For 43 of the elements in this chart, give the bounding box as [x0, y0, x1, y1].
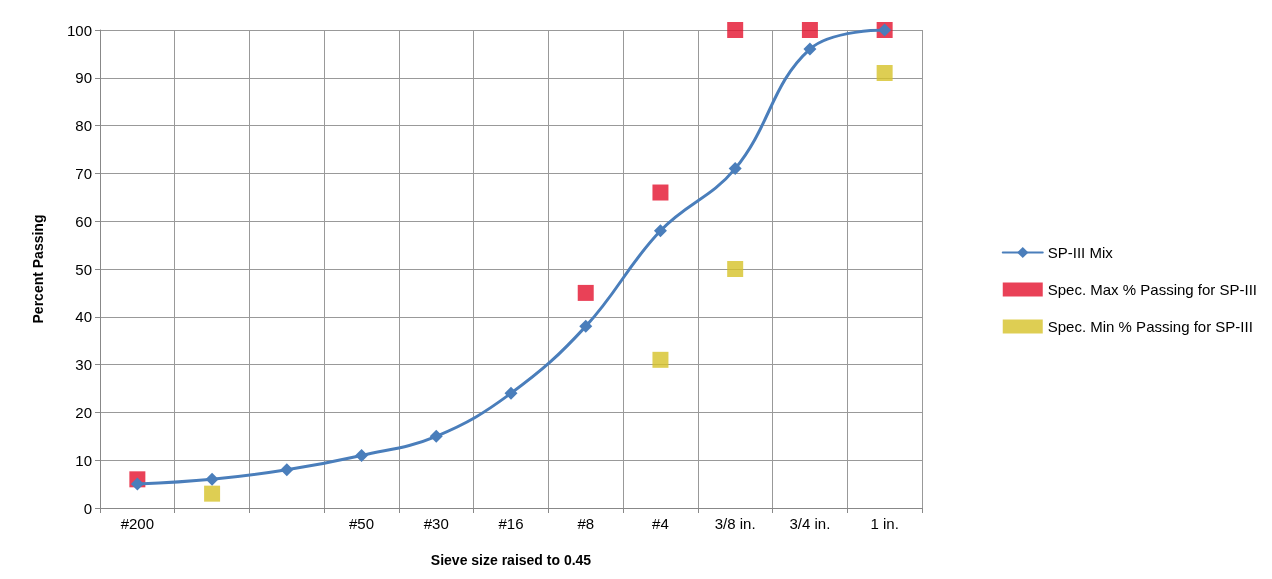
y-tick-label: 40 [75, 308, 92, 326]
y-tick-label: 0 [83, 499, 92, 517]
point [728, 162, 742, 176]
y-tick-label: 10 [75, 451, 92, 469]
legend-label: SP-III Mix [1047, 244, 1114, 261]
point [803, 42, 817, 56]
point [653, 224, 667, 238]
point [504, 386, 518, 400]
point [204, 485, 221, 502]
x-tick-label: #4 [652, 515, 669, 532]
x-tick-label: 1 in. [870, 515, 899, 532]
point [429, 429, 443, 443]
point [280, 463, 294, 477]
point [355, 448, 369, 462]
y-tick-label: 70 [75, 164, 92, 182]
y-tick-label: 60 [75, 212, 92, 230]
x-tick-label: #16 [498, 515, 524, 532]
x-tick-label: 3/4 in. [789, 515, 831, 532]
y-tick-label: 90 [75, 69, 92, 87]
point [727, 22, 744, 38]
y-tick-label: 100 [66, 21, 92, 39]
point [579, 319, 593, 333]
y-tick-label: 30 [75, 356, 92, 374]
legend-label: Spec. Max % Passing for SP-III [1047, 281, 1257, 298]
point [876, 65, 893, 82]
x-tick-label: #50 [349, 515, 375, 532]
point [727, 261, 744, 277]
x-tick-label: #30 [423, 515, 449, 532]
y-tick-label: 20 [75, 403, 92, 421]
x-tick-label: #8 [577, 515, 595, 532]
x-axis-title: Sieve size raised to 0.45 [430, 552, 592, 568]
y-tick-label: 80 [75, 117, 92, 135]
point [577, 284, 594, 301]
y-tick-label: 50 [75, 260, 92, 278]
point [801, 22, 818, 38]
x-tick-label: 3/8 in. [714, 515, 756, 532]
point [205, 472, 219, 486]
x-tick-label: #200 [120, 515, 155, 532]
legend-label: Spec. Min % Passing for SP-III [1047, 318, 1253, 335]
point [652, 184, 669, 201]
y-axis-title: Percent Passing [30, 214, 46, 324]
point [130, 477, 144, 491]
point [652, 351, 669, 368]
